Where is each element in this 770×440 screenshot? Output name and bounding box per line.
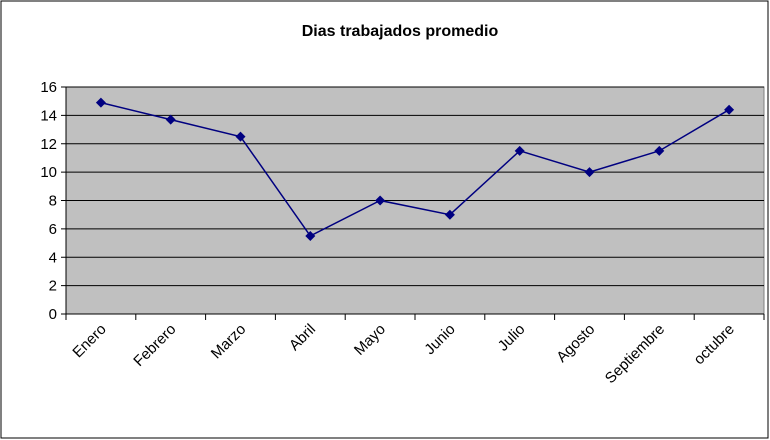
- y-tick-label: 4: [49, 249, 57, 266]
- y-tick-label: 8: [49, 193, 57, 210]
- y-tick-label: 2: [49, 278, 57, 295]
- data-point: [165, 114, 176, 125]
- data-point: [654, 145, 665, 156]
- y-tick-label: 12: [40, 136, 57, 153]
- data-point: [235, 131, 246, 142]
- y-tick-label: 6: [49, 221, 57, 238]
- data-point: [584, 167, 595, 178]
- y-tick-label: 14: [40, 107, 57, 124]
- data-point: [305, 230, 316, 241]
- data-point: [95, 97, 106, 108]
- chart-title: Dias trabajados promedio: [302, 23, 499, 40]
- data-point: [375, 195, 386, 206]
- data-point: [514, 145, 525, 156]
- y-tick-label: 10: [40, 164, 57, 181]
- data-point: [724, 104, 735, 115]
- y-tick-label: 0: [49, 306, 57, 323]
- data-line: [100, 101, 730, 237]
- y-tick-label: 16: [40, 79, 57, 96]
- data-point: [444, 209, 455, 220]
